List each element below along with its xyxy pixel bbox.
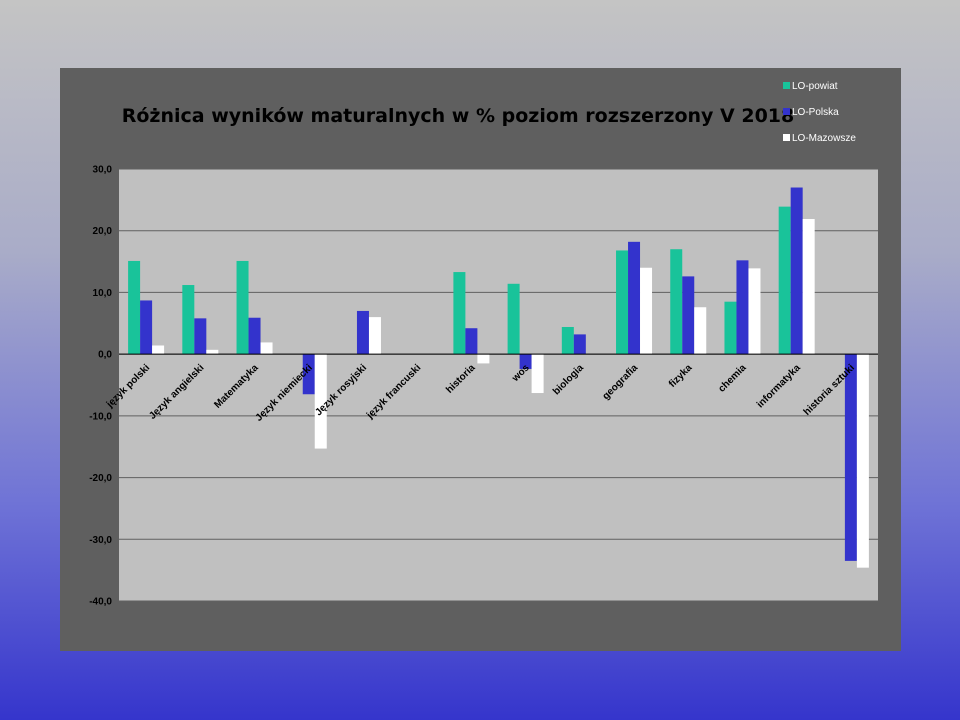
bar-LO-Mazowsze: [314, 354, 327, 449]
legend: LO-powiat LO-Polska LO-Mazowsze: [783, 81, 856, 144]
legend-label: LO-powiat: [792, 81, 838, 92]
bar-LO-Polska: [140, 300, 153, 355]
bar-LO-Mazowsze: [802, 218, 815, 355]
bar-LO-powiat: [616, 250, 629, 355]
bar-LO-Polska: [356, 310, 369, 355]
y-tick-label: -10,0: [89, 411, 112, 422]
legend-swatch: [783, 108, 790, 115]
bar-LO-powiat: [128, 260, 141, 355]
y-tick-label: 30,0: [93, 165, 113, 176]
bar-LO-Mazowsze: [477, 354, 490, 364]
bar-LO-Mazowsze: [206, 349, 219, 355]
y-tick-label: 10,0: [93, 288, 113, 299]
bar-LO-Polska: [628, 241, 641, 355]
legend-label: LO-Polska: [792, 107, 839, 118]
y-tick-label: -20,0: [89, 473, 112, 484]
bar-LO-Mazowsze: [856, 354, 869, 568]
bar-LO-Polska: [736, 260, 749, 355]
bar-LO-powiat: [724, 301, 737, 355]
bar-LO-Polska: [194, 318, 207, 355]
bar-LO-powiat: [236, 260, 249, 355]
bar-LO-Mazowsze: [260, 342, 273, 355]
chart-title: Różnica wyników maturalnych w % poziom r…: [122, 105, 795, 127]
bars: [128, 187, 869, 568]
y-axis-ticks: 30,0 20,0 10,0 0,0 -10,0 -20,0 -30,0 -40,0: [89, 165, 112, 608]
bar-LO-Polska: [790, 187, 803, 355]
bar-LO-powiat: [670, 249, 683, 355]
plot-area: [119, 169, 878, 601]
bar-LO-Mazowsze: [694, 307, 707, 355]
bar-chart: Różnica wyników maturalnych w % poziom r…: [89, 81, 878, 608]
chart-panel: Różnica wyników maturalnych w % poziom r…: [60, 68, 901, 651]
bar-LO-Mazowsze: [152, 345, 165, 355]
bar-LO-powiat: [507, 283, 520, 355]
y-tick-label: 20,0: [93, 226, 113, 237]
bar-LO-Polska: [519, 354, 532, 369]
bar-LO-Polska: [682, 276, 695, 355]
y-tick-label: -40,0: [89, 597, 112, 608]
legend-swatch: [783, 134, 790, 141]
bar-LO-Polska: [465, 328, 478, 355]
bar-LO-Polska: [573, 334, 586, 355]
bar-LO-Mazowsze: [368, 317, 381, 355]
bar-LO-Mazowsze: [531, 354, 544, 394]
bar-LO-Polska: [248, 317, 261, 355]
bar-LO-Mazowsze: [640, 267, 653, 355]
bar-LO-Polska: [302, 354, 315, 395]
bar-LO-powiat: [561, 326, 574, 355]
y-tick-label: 0,0: [98, 350, 112, 361]
bar-LO-powiat: [453, 272, 466, 355]
bar-LO-Polska: [844, 354, 857, 561]
bar-LO-powiat: [182, 285, 195, 355]
legend-swatch: [783, 82, 790, 89]
bar-LO-powiat: [778, 206, 791, 355]
legend-label: LO-Mazowsze: [792, 133, 856, 144]
y-tick-label: -30,0: [89, 535, 112, 546]
bar-LO-Mazowsze: [748, 268, 761, 355]
